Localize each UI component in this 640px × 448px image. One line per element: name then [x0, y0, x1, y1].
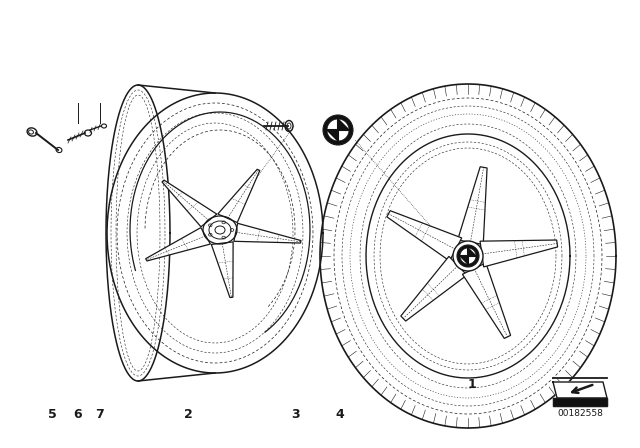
- Polygon shape: [480, 240, 557, 267]
- Polygon shape: [218, 169, 260, 223]
- Text: 3: 3: [291, 409, 300, 422]
- Ellipse shape: [453, 241, 483, 271]
- Text: 4: 4: [335, 409, 344, 422]
- Polygon shape: [553, 382, 607, 398]
- Polygon shape: [401, 256, 467, 321]
- Circle shape: [457, 245, 479, 267]
- Polygon shape: [211, 242, 233, 297]
- Polygon shape: [327, 130, 338, 141]
- Polygon shape: [458, 167, 487, 245]
- Polygon shape: [553, 398, 607, 406]
- Polygon shape: [146, 228, 211, 261]
- Polygon shape: [387, 211, 461, 261]
- Text: 6: 6: [74, 409, 83, 422]
- Polygon shape: [162, 180, 217, 227]
- Text: 7: 7: [95, 409, 104, 422]
- Polygon shape: [234, 223, 301, 243]
- Text: 5: 5: [47, 409, 56, 422]
- Polygon shape: [468, 248, 476, 256]
- Circle shape: [460, 248, 476, 264]
- Polygon shape: [460, 256, 468, 264]
- Circle shape: [323, 115, 353, 145]
- Polygon shape: [338, 119, 349, 130]
- Text: 00182558: 00182558: [557, 409, 603, 418]
- Circle shape: [327, 119, 349, 141]
- Text: 2: 2: [184, 409, 193, 422]
- Polygon shape: [463, 263, 511, 338]
- Text: 1: 1: [468, 379, 476, 392]
